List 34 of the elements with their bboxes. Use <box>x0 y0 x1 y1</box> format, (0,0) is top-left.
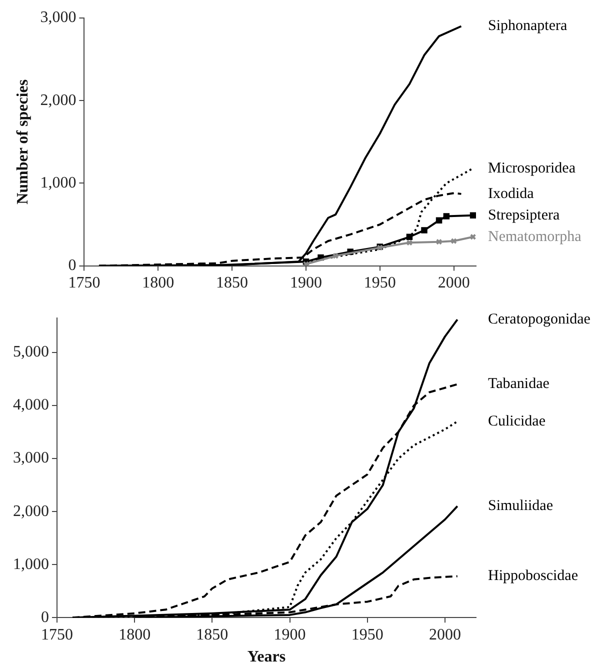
series-label: Siphonaptera <box>488 18 568 34</box>
series-label: Strepsiptera <box>488 207 560 224</box>
x-tick-label: 1850 <box>196 626 228 644</box>
y-tick-label: 5,000 <box>13 344 49 361</box>
text: Culicidae <box>488 413 546 430</box>
x-tick-label: 2000 <box>428 626 461 644</box>
x-tick-label: 1800 <box>118 626 151 644</box>
text: Tabanidae <box>488 376 550 392</box>
text: Ceratopogonidae <box>488 312 591 328</box>
x-tick-label: 1950 <box>351 626 384 644</box>
y-tick-label: 4,000 <box>13 396 49 414</box>
x-tick-label: 1900 <box>274 626 306 644</box>
y-axis-title: Number of species <box>14 79 32 204</box>
x-tick-label: 1800 <box>142 274 174 292</box>
text: Hippoboscidae <box>488 568 578 584</box>
x-tick-label: 1750 <box>68 274 100 292</box>
series-label: Microsporidea <box>488 160 576 176</box>
x-axis-title: Years <box>247 648 286 666</box>
x-tick-label: 1950 <box>364 274 396 292</box>
y-tick-label: 2,000 <box>40 92 76 109</box>
x-tick-label: 1750 <box>41 626 73 644</box>
series-label: Ixodida <box>488 186 534 202</box>
x-tick-label: 2000 <box>438 274 470 292</box>
x-tick-label: 1900 <box>290 274 322 292</box>
y-tick-label: 2,000 <box>13 502 49 520</box>
y-tick-label: 1,000 <box>40 174 76 192</box>
y-tick-label: 1,000 <box>13 556 49 573</box>
x-tick-label: 1850 <box>216 274 248 292</box>
y-tick-label: 3,000 <box>40 9 76 26</box>
text: Simuliidae <box>488 498 554 514</box>
y-tick-label: 3,000 <box>13 450 49 467</box>
y-tick-label: 0 <box>41 608 49 626</box>
y-tick-label: 0 <box>68 257 76 274</box>
series-label: Nematomorpha <box>488 228 582 245</box>
